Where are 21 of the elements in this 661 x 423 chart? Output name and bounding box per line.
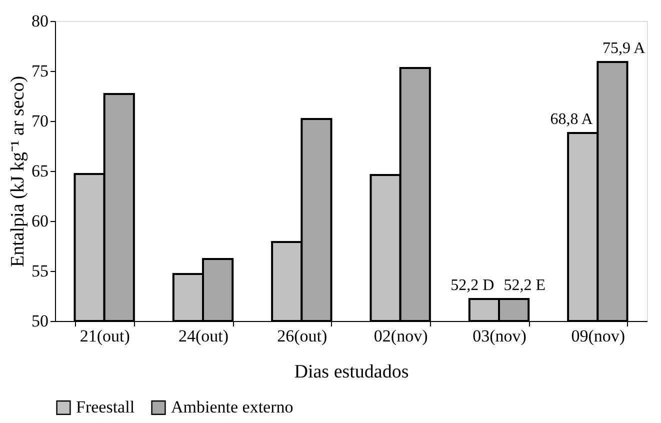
y-axis-title: Entalpia (kJ kg⁻¹ ar seco) xyxy=(8,76,28,268)
y-tick-label: 70 xyxy=(32,112,48,130)
data-label: 52,2 E xyxy=(504,277,546,294)
x-tick-label: 09(nov) xyxy=(571,326,626,346)
x-tick-label: 26(out) xyxy=(277,326,328,346)
y-tick-label: 55 xyxy=(32,262,48,280)
y-tick-label: 65 xyxy=(32,162,48,180)
x-tick-label: 03(nov) xyxy=(472,326,526,346)
data-label: 75,9 A xyxy=(602,40,646,57)
x-tick-label: 02(nov) xyxy=(374,326,428,346)
legend-label: Freestall xyxy=(76,398,135,417)
x-tick-label: 21(out) xyxy=(80,326,130,346)
y-tick-label: 80 xyxy=(32,12,48,30)
y-tick-label: 75 xyxy=(32,62,48,80)
x-axis-title: Dias estudados xyxy=(294,362,409,382)
x-tick-label: 24(out) xyxy=(178,326,229,346)
y-tick-label: 50 xyxy=(32,312,48,330)
legend-label: Ambiente externo xyxy=(171,398,294,417)
y-tick-label: 60 xyxy=(32,212,48,230)
data-label: 68,8 A xyxy=(550,111,594,128)
data-label: 52,2 D xyxy=(450,277,494,294)
